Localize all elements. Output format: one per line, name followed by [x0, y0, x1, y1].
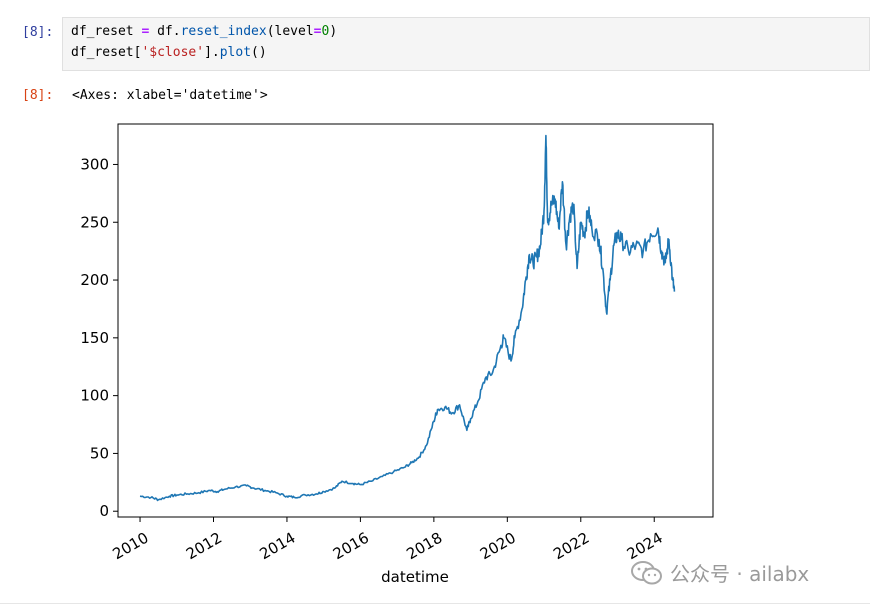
code-method: reset_index	[180, 24, 267, 39]
watermark: 公众号 · ailabx	[630, 558, 809, 587]
x-tick-label: 2022	[550, 529, 592, 564]
x-tick-label: 2010	[110, 529, 152, 564]
code-line-1: df_reset = df.reset_index(level=0)	[71, 24, 337, 39]
x-tick-label: 2020	[477, 529, 519, 564]
code-string: '$close'	[141, 45, 205, 60]
watermark-text: 公众号 · ailabx	[670, 562, 810, 586]
output-text: <Axes: xlabel='datetime'>	[72, 88, 268, 103]
output-prompt: [8]:	[22, 88, 54, 103]
code-line-2: df_reset['$close'].plot()	[71, 45, 267, 60]
y-tick-label: 150	[80, 329, 109, 347]
code-operator: =	[141, 24, 150, 39]
code-open: (level	[266, 24, 314, 39]
wechat-icon	[631, 560, 662, 584]
y-tick-label: 300	[80, 155, 109, 173]
y-tick-label: 250	[80, 213, 109, 231]
plot-frame	[117, 123, 714, 518]
code-post: ()	[251, 45, 267, 60]
y-tick-label: 0	[99, 502, 109, 520]
y-tick-label: 100	[80, 387, 109, 405]
x-tick-label: 2012	[183, 529, 225, 564]
close-price-line	[139, 134, 676, 502]
code-input-cell[interactable]: df_reset = df.reset_index(level=0) df_re…	[62, 17, 870, 71]
x-tick-label: 2014	[256, 529, 298, 564]
code-object: df.	[157, 24, 181, 39]
code-method-plot: plot	[219, 45, 252, 60]
code-pre: df_reset[	[71, 45, 142, 60]
x-tick-label: 2016	[330, 529, 372, 564]
code-equals: =	[313, 24, 322, 39]
code-close: )	[329, 24, 338, 39]
y-tick-label: 200	[80, 271, 109, 289]
input-prompt: [8]:	[22, 25, 54, 40]
x-axis-label: datetime	[381, 568, 449, 586]
code-var: df_reset	[71, 24, 134, 39]
divider	[0, 603, 870, 604]
y-tick-label: 50	[90, 444, 109, 462]
code-mid: ].	[204, 45, 220, 60]
x-tick-label: 2018	[403, 529, 445, 564]
code-number: 0	[321, 24, 330, 39]
